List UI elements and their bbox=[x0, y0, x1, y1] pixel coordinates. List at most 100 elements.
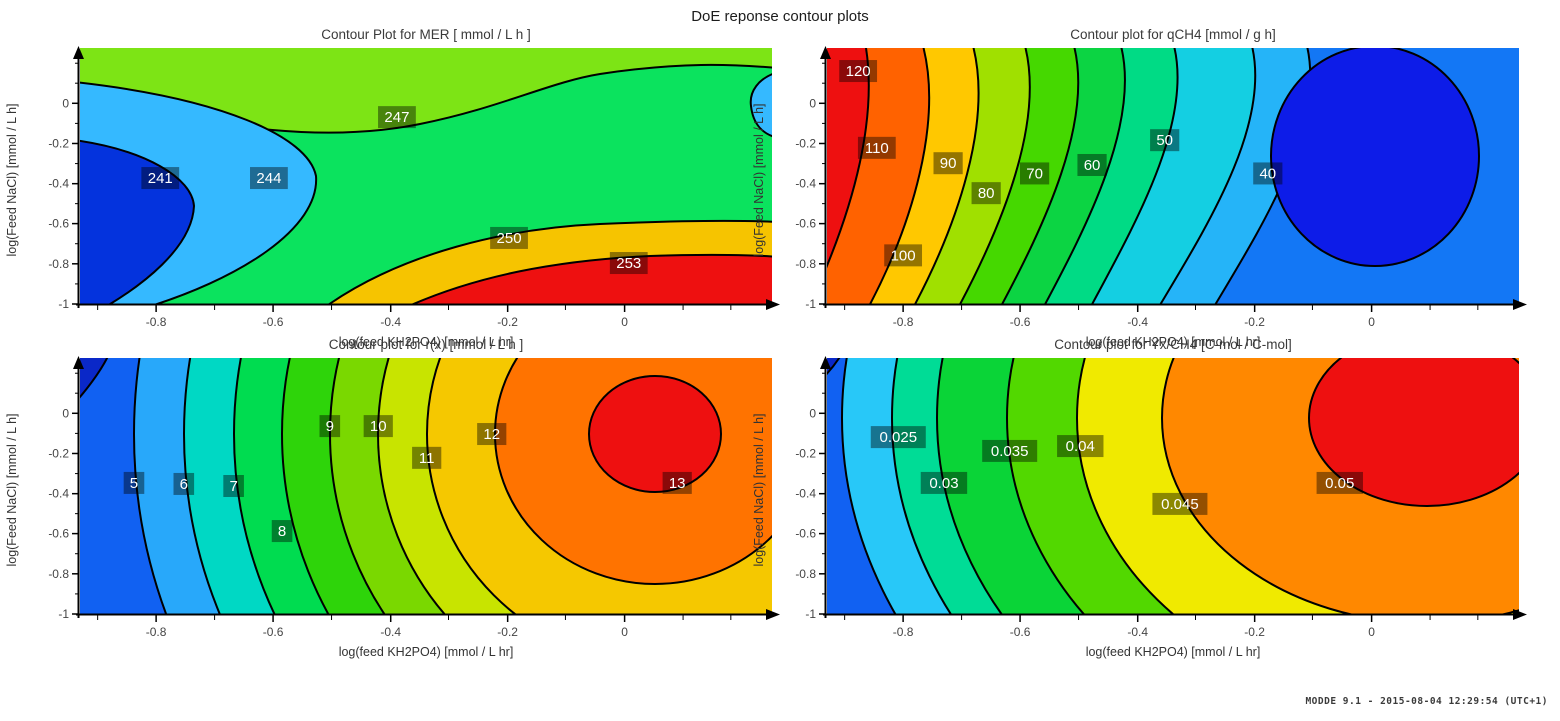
contour-band bbox=[749, 73, 772, 138]
svg-text:0: 0 bbox=[621, 315, 628, 329]
svg-text:-0.8: -0.8 bbox=[48, 567, 69, 581]
plot-title: Contour plot for Yx/CH4 [C-mol / C-mol] bbox=[1054, 337, 1292, 352]
contour-label-value: 6 bbox=[180, 476, 188, 493]
svg-text:-0.2: -0.2 bbox=[497, 625, 518, 639]
svg-text:log(feed KH2PO4) [mmol / L hr]: log(feed KH2PO4) [mmol / L hr] bbox=[339, 645, 514, 659]
contour-label-value: 40 bbox=[1259, 165, 1276, 182]
svg-text:-1: -1 bbox=[58, 297, 69, 311]
x-axis bbox=[76, 299, 780, 310]
contour-label-chip bbox=[477, 423, 507, 446]
svg-text:-0.4: -0.4 bbox=[1127, 315, 1148, 329]
contour-label-chip bbox=[173, 472, 195, 495]
contour-label-value: 250 bbox=[497, 230, 522, 247]
contour-label-chip bbox=[319, 415, 341, 438]
contour-label-chip bbox=[1020, 162, 1050, 185]
contour-bands bbox=[827, 358, 1519, 614]
contour-label-value: 13 bbox=[669, 475, 686, 492]
contour-label-chip bbox=[250, 167, 288, 190]
contour-band bbox=[1270, 48, 1480, 267]
contour-band bbox=[1308, 358, 1519, 507]
svg-text:-0.2: -0.2 bbox=[48, 446, 69, 460]
axis-ticks: -0.8 -0.6 -0.4 -0.2 0 0 -0.2 -0.4 -0.6 -0.8 -1 log(… bbox=[5, 62, 732, 349]
contour-label-chip bbox=[982, 439, 1038, 462]
contour-label-value: 0.045 bbox=[1161, 496, 1199, 513]
contour-label-chip bbox=[1316, 471, 1363, 494]
svg-text:-0.8: -0.8 bbox=[795, 257, 816, 271]
contour-band bbox=[80, 139, 196, 304]
contour-label-chip bbox=[490, 226, 528, 249]
contour-label-chip bbox=[920, 471, 968, 494]
plot-title: Contour Plot for MER [ mmol / L h ] bbox=[321, 27, 531, 42]
contour-label-value: 5 bbox=[130, 475, 138, 492]
svg-text:-0.8: -0.8 bbox=[893, 625, 914, 639]
svg-text:-0.4: -0.4 bbox=[795, 487, 816, 501]
y-axis bbox=[820, 356, 831, 618]
contour-label-chip bbox=[1077, 153, 1107, 176]
contour-panel-mer: Contour Plot for MER [ mmol / L h ] 241 2… bbox=[0, 24, 780, 364]
contour-label-value: 0.04 bbox=[1066, 438, 1095, 455]
contour-label-value: 0.025 bbox=[880, 429, 918, 446]
contour-bands bbox=[80, 48, 772, 304]
plot-title: Contour plot for qCH4 [mmol / g h] bbox=[1070, 27, 1276, 42]
contour-label-chip bbox=[870, 426, 926, 449]
svg-text:-0.2: -0.2 bbox=[1244, 625, 1265, 639]
x-axis-arrow-icon bbox=[766, 299, 780, 310]
contour-label-value: 241 bbox=[148, 170, 173, 187]
plot-title: Contour plot for r(x) [mmol / L h ] bbox=[328, 337, 524, 352]
y-axis-arrow-icon bbox=[820, 356, 831, 369]
svg-text:-0.2: -0.2 bbox=[48, 136, 69, 150]
contour-label-value: 0.05 bbox=[1325, 475, 1354, 492]
contour-label-value: 60 bbox=[1084, 157, 1101, 174]
contour-label-chip bbox=[1150, 129, 1180, 152]
x-axis-arrow-icon bbox=[1513, 299, 1527, 310]
contour-label-chip bbox=[662, 471, 692, 494]
contour-panel-rx: Contour plot for r(x) [mmol / L h ] 5 6 7 8… bbox=[0, 334, 780, 674]
contour-label-chip bbox=[363, 415, 393, 438]
contour-labels: 120 110 100 90 80 70 60 50 40 bbox=[839, 60, 1283, 267]
contour-label-chip bbox=[933, 152, 963, 175]
contour-label-value: 70 bbox=[1026, 165, 1043, 182]
contour-band bbox=[827, 48, 870, 269]
contour-bands bbox=[827, 48, 1519, 304]
svg-text:-0.4: -0.4 bbox=[1127, 625, 1148, 639]
contour-bands bbox=[80, 358, 772, 614]
contour-label-value: 120 bbox=[846, 63, 871, 80]
axis-ticks: -0.8 -0.6 -0.4 -0.2 0 0 -0.2 -0.4 -0.6 -0.8 -1 log(… bbox=[752, 62, 1479, 349]
svg-text:-0.6: -0.6 bbox=[263, 625, 284, 639]
contour-label-value: 80 bbox=[978, 185, 995, 202]
plot-svg: 5 6 7 8 9 10 11 12 13 -0.8 -0.6 -0.4 -0.2 0 0 -0.2 -0.4… bbox=[5, 356, 780, 659]
svg-text:log(feed KH2PO4) [mmol / L hr]: log(feed KH2PO4) [mmol / L hr] bbox=[1086, 335, 1261, 349]
x-axis-arrow-icon bbox=[1513, 609, 1527, 620]
contour-label-chip bbox=[857, 136, 896, 159]
contour-label-chip bbox=[271, 520, 293, 543]
contour-band bbox=[588, 375, 722, 493]
svg-text:-0.6: -0.6 bbox=[48, 527, 69, 541]
plot-svg: 0.025 0.03 0.035 0.04 0.045 0.05 -0.8 -0.6 -0.4… bbox=[752, 356, 1527, 659]
contour-panel-yxch4: Contour plot for Yx/CH4 [C-mol / C-mol] … bbox=[747, 334, 1527, 674]
svg-text:log(feed KH2PO4) [mmol / L hr]: log(feed KH2PO4) [mmol / L hr] bbox=[1086, 645, 1261, 659]
y-axis-arrow-icon bbox=[73, 46, 84, 59]
contour-label-value: 253 bbox=[616, 255, 641, 272]
contour-label-chip bbox=[223, 475, 244, 497]
y-axis bbox=[73, 46, 84, 308]
svg-text:-0.2: -0.2 bbox=[795, 446, 816, 460]
svg-text:-0.2: -0.2 bbox=[795, 136, 816, 150]
svg-text:-0.8: -0.8 bbox=[146, 625, 167, 639]
contour-label-chip bbox=[971, 182, 1001, 205]
axis-ticks: -0.8 -0.6 -0.4 -0.2 0 0 -0.2 -0.4 -0.6 -0.8 -1 log(… bbox=[5, 372, 732, 659]
contour-label-value: 244 bbox=[256, 170, 281, 187]
svg-text:-0.6: -0.6 bbox=[1010, 625, 1031, 639]
contour-panel-qch4: Contour plot for qCH4 [mmol / g h] 120 11… bbox=[747, 24, 1527, 364]
contour-label-value: 90 bbox=[940, 155, 957, 172]
svg-text:0: 0 bbox=[62, 406, 69, 420]
svg-text:-0.2: -0.2 bbox=[1244, 315, 1265, 329]
contour-label-value: 8 bbox=[278, 523, 286, 540]
svg-text:0: 0 bbox=[809, 96, 816, 110]
page-title: DoE reponse contour plots bbox=[691, 8, 869, 25]
svg-text:-0.2: -0.2 bbox=[497, 315, 518, 329]
svg-text:0: 0 bbox=[62, 96, 69, 110]
svg-text:-0.4: -0.4 bbox=[380, 315, 401, 329]
contour-label-chip bbox=[609, 252, 648, 275]
contour-labels: 241 244 247 250 253 bbox=[141, 106, 648, 275]
svg-text:0: 0 bbox=[1368, 315, 1375, 329]
